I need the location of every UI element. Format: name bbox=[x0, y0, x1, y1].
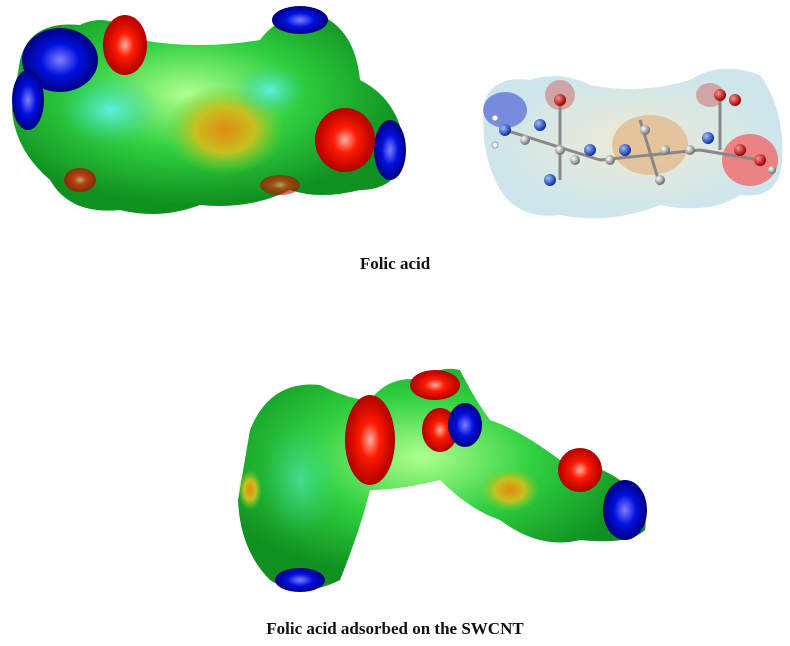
esp-surface-folic-acid bbox=[12, 6, 406, 214]
caption: Folic acid bbox=[0, 254, 790, 274]
esp-surface-adsorbed bbox=[238, 369, 647, 592]
caption: Folic acid adsorbed on the SWCNT bbox=[0, 619, 790, 639]
figure: Folic acid Folic acid adsorbed on the SW… bbox=[0, 0, 790, 646]
molecular-surfaces bbox=[0, 0, 790, 646]
esp-surface-ball-stick bbox=[483, 69, 782, 219]
